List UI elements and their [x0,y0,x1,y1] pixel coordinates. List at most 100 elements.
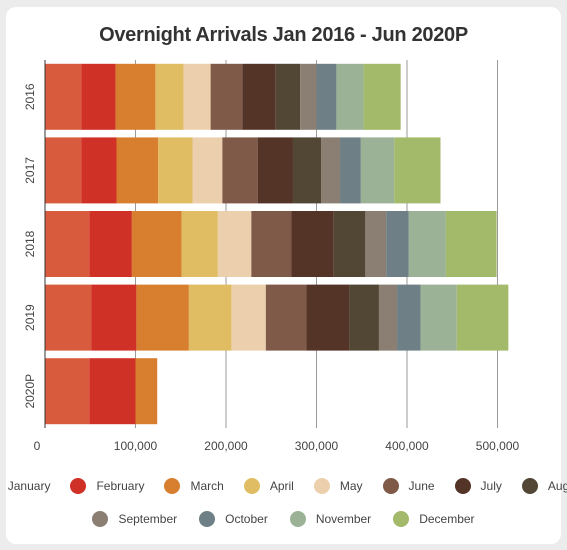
legend-swatch [199,511,216,527]
legend-label: November [315,512,372,526]
legend-label: February [96,479,145,493]
legend-label: August [547,479,567,493]
category-label: 2018 [23,230,37,257]
x-tick-label: 400,000 [385,439,429,453]
legend-item-december[interactable]: December [393,511,475,527]
legend-row-1: January February March April May June July Augu… [6,478,567,494]
legend-item-january[interactable]: January [0,478,51,494]
legend-item-november[interactable]: November [289,511,372,527]
bar-2017-june [222,137,258,204]
category-label: 2019 [23,304,37,331]
legend-row-2: September October November December [6,511,561,527]
legend-label: September [118,512,178,526]
legend-item-june[interactable]: June [382,478,435,494]
chart-plot: 2016 2017 2018 2019 2020P 0 100,000 200,000 300,… [23,60,520,453]
bar-2019-may [231,284,266,351]
bar-2018-march [131,211,182,277]
legend-label: May [339,479,363,493]
bar-2019-march [136,284,189,351]
legend-item-march[interactable]: March [164,478,224,494]
legend-label: October [225,512,268,526]
bar-2016-december [363,63,401,130]
bar-2016-october [316,63,337,130]
bar-2018-january [45,211,90,277]
x-tick-label: 300,000 [295,439,339,453]
bar-2018-august [333,211,366,277]
chart-title: Overnight Arrivals Jan 2016 - Jun 2020P [99,24,468,46]
x-tick-label: 200,000 [204,439,248,453]
legend-label: June [408,479,435,493]
legend-item-july[interactable]: July [454,478,502,494]
bar-2018-may [217,211,252,277]
legend-swatch [313,478,330,494]
bar-2019-november [420,284,457,351]
legend-label: July [480,479,502,493]
bar-2019-february [91,284,137,351]
bar-2019-june [265,284,307,351]
bar-2019-september [378,284,398,351]
bar-2020p-march [135,358,158,425]
bar-2018-june [251,211,292,277]
bar-2017-july [257,137,293,204]
legend-item-august[interactable]: August [521,478,567,494]
bar-2020p-february [89,358,136,425]
legend-item-september[interactable]: September [92,511,177,527]
bar-2016-november [336,63,364,130]
legend-swatch [164,478,181,494]
bar-2018-october [386,211,409,277]
bar-2017-april [158,137,193,204]
bar-2016-january [45,63,82,130]
legend-swatch [393,511,410,527]
legend-label: December [419,512,475,526]
legend-swatch [521,478,538,494]
legend-swatch [92,511,109,527]
bar-2017-march [116,137,159,204]
bar-2017-december [394,137,441,204]
bar-2016-september [300,63,317,130]
bar-2016-may [183,63,211,130]
bar-2017-august [292,137,322,204]
legend-swatch [243,478,260,494]
legend-swatch [382,478,399,494]
legend-label: January [7,479,51,493]
bar-2017-october [340,137,361,204]
bar-2019-december [456,284,509,351]
bar-2016-march [115,63,156,130]
bar-2017-february [81,137,117,204]
bar-2018-july [291,211,334,277]
bar-2018-september [365,211,387,277]
legend-item-october[interactable]: October [199,511,268,527]
bar-2016-april [155,63,184,130]
bar-2017-november [360,137,395,204]
legend-item-february[interactable]: February [70,478,144,494]
bar-2017-september [321,137,341,204]
bar-2016-august [275,63,301,130]
bar-2018-february [89,211,132,277]
bar-2018-december [445,211,497,277]
legend-swatch [454,478,471,494]
bar-2019-april [188,284,232,351]
x-tick-label: 500,000 [476,439,520,453]
bar-2018-april [181,211,218,277]
category-label: 2017 [23,157,37,184]
x-tick-label: 100,000 [114,439,158,453]
legend-swatch [70,478,87,494]
legend-label: April [269,479,294,493]
legend-label: March [190,479,224,493]
legend-item-april[interactable]: April [243,478,294,494]
bar-2016-june [210,63,243,130]
bar-2019-october [397,284,421,351]
bar-2020p-january [45,358,90,425]
bar-2017-may [192,137,223,204]
category-label: 2016 [23,83,37,110]
bar-2016-february [81,63,116,130]
legend-item-may[interactable]: May [313,478,363,494]
bar-2019-august [349,284,379,351]
bar-2018-november [408,211,446,277]
x-tick-label: 0 [34,439,41,453]
bar-2019-january [45,284,92,351]
bar-2016-july [242,63,276,130]
bar-2017-january [45,137,82,204]
category-label: 2020P [23,374,37,409]
legend-swatch [289,511,306,527]
